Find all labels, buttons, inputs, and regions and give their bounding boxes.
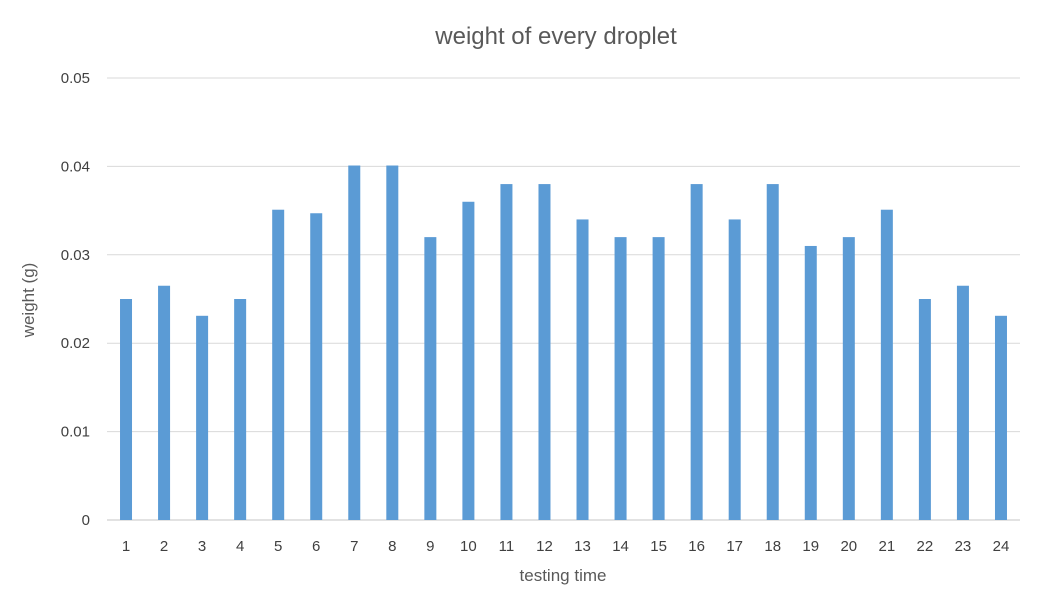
y-tick-label: 0	[82, 512, 90, 529]
x-axis-label: testing time	[520, 566, 607, 585]
x-tick-label: 13	[574, 538, 591, 555]
x-tick-label: 8	[388, 538, 396, 555]
bar	[576, 219, 589, 520]
y-axis-label: weight (g)	[19, 263, 38, 339]
x-tick-label: 20	[840, 538, 857, 555]
bar	[348, 165, 361, 521]
bar	[842, 237, 855, 520]
bar	[386, 165, 399, 521]
bar	[272, 209, 285, 520]
x-tick-label: 14	[612, 538, 629, 555]
bar	[690, 184, 703, 520]
x-tick-label: 18	[764, 538, 781, 555]
x-tick-label: 3	[198, 538, 206, 555]
x-tick-label: 17	[726, 538, 743, 555]
y-tick-label: 0.02	[61, 335, 90, 352]
x-tick-label: 7	[350, 538, 358, 555]
x-tick-label: 5	[274, 538, 282, 555]
bar	[120, 299, 133, 520]
x-axis-ticks: 1 2 3 4 5 6 7 8 9 10 11 12 13 14 15 16 17 18 19 20 21 22 23 24	[122, 538, 1009, 555]
y-axis-ticks: 0 0.01 0.02 0.03 0.04 0.05	[61, 70, 90, 529]
bar	[880, 209, 893, 520]
bar	[728, 219, 741, 520]
x-tick-label: 6	[312, 538, 320, 555]
x-tick-label: 19	[802, 538, 819, 555]
bar	[424, 237, 437, 520]
x-tick-label: 2	[160, 538, 168, 555]
chart-title: weight of every droplet	[434, 23, 677, 50]
x-tick-label: 9	[426, 538, 434, 555]
x-tick-label: 23	[955, 538, 972, 555]
bar	[804, 245, 817, 520]
y-tick-label: 0.05	[61, 70, 90, 87]
gridlines	[107, 77, 1020, 521]
bar	[500, 184, 513, 520]
bar	[196, 315, 209, 520]
bar	[234, 299, 247, 520]
x-tick-label: 4	[236, 538, 244, 555]
x-tick-label: 22	[917, 538, 934, 555]
x-tick-label: 1	[122, 538, 130, 555]
x-tick-label: 21	[879, 538, 896, 555]
bar	[310, 213, 323, 520]
bar	[538, 184, 551, 520]
bar	[614, 237, 627, 520]
bar	[956, 285, 969, 520]
bar	[652, 237, 665, 520]
y-tick-label: 0.04	[61, 158, 90, 175]
bar	[918, 299, 931, 520]
x-tick-label: 10	[460, 538, 477, 555]
bar	[158, 285, 171, 520]
x-tick-label: 15	[650, 538, 667, 555]
x-tick-label: 12	[536, 538, 553, 555]
x-tick-label: 24	[993, 538, 1010, 555]
bar	[994, 315, 1007, 520]
x-tick-label: 16	[688, 538, 705, 555]
bar	[462, 201, 475, 520]
y-tick-label: 0.03	[61, 247, 90, 264]
bar	[766, 184, 779, 520]
x-tick-label: 11	[499, 538, 515, 555]
bars	[120, 165, 1007, 521]
y-tick-label: 0.01	[61, 424, 90, 441]
